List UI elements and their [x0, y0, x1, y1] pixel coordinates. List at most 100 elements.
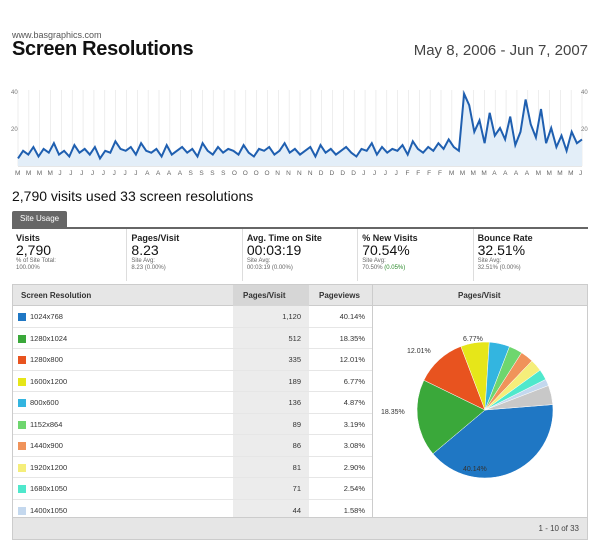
- metric-label: Visits: [16, 233, 40, 243]
- col-header-chart[interactable]: Pages/Visit: [458, 291, 501, 300]
- x-tick-label: J: [394, 170, 398, 177]
- x-tick-label: J: [134, 170, 138, 177]
- table-row[interactable]: 1920x1200 81 2.90%: [13, 456, 372, 478]
- resolution-table: Screen Resolution Pages/Visit Pageviews …: [12, 284, 588, 540]
- pie-slice[interactable]: [484, 385, 554, 411]
- x-tick-label: M: [568, 170, 574, 177]
- x-tick-label: N: [307, 170, 313, 177]
- x-tick-label: M: [557, 170, 563, 177]
- metric-sub1: % of Site Total:: [16, 258, 56, 264]
- legend-swatch: [18, 485, 26, 493]
- resolution-name[interactable]: 1024x768: [30, 312, 63, 321]
- x-tick-label: N: [286, 170, 291, 177]
- pagination[interactable]: 1 - 10 of 33: [538, 524, 579, 533]
- x-tick-label: M: [459, 170, 466, 177]
- metric-value: 2,790: [16, 242, 52, 258]
- legend-swatch: [18, 442, 26, 450]
- metric-sub1: Site Avg:: [246, 258, 271, 264]
- x-tick-label: S: [221, 170, 226, 177]
- table-row[interactable]: 1600x1200 189 6.77%: [13, 370, 372, 392]
- x-tick-label: J: [112, 170, 116, 177]
- pie-label: 12.01%: [407, 348, 431, 355]
- percent-value: 2.90%: [343, 462, 365, 472]
- visits-line-chart: [8, 84, 592, 180]
- resolution-name[interactable]: 1920x1200: [30, 462, 68, 472]
- x-tick-label: A: [145, 170, 150, 177]
- pages-visit-value: 71: [233, 478, 309, 499]
- series-line[interactable]: [17, 89, 583, 161]
- table-row[interactable]: 1152x864 89 3.19%: [13, 413, 372, 435]
- x-tick-label: A: [166, 170, 172, 177]
- legend-swatch: [18, 377, 26, 386]
- resolution-name[interactable]: 800x600: [30, 398, 59, 407]
- col-header-resolution[interactable]: Screen Resolution: [21, 291, 92, 300]
- table-row[interactable]: 1440x900 86 3.08%: [13, 435, 372, 457]
- date-range[interactable]: May 8, 2006 - Jun 7, 2007: [413, 42, 588, 59]
- legend-swatch: [18, 399, 26, 407]
- metric-bounce-rate: Bounce Rate 32.51% Site Avg: 32.51% (0.0…: [474, 229, 588, 281]
- percent-value: 12.01%: [339, 355, 365, 364]
- pie-slice[interactable]: [432, 404, 554, 479]
- metric-label: Bounce Rate: [477, 233, 533, 243]
- pages-visit-value: 512: [233, 327, 309, 348]
- table-row[interactable]: 1280x800 335 12.01%: [13, 349, 372, 371]
- y-tick-label: 20: [581, 127, 588, 133]
- x-tick-label: M: [546, 170, 552, 177]
- table-row[interactable]: 1024x768 1,120 40.14%: [13, 306, 372, 328]
- table-row[interactable]: 1680x1050 71 2.54%: [13, 478, 372, 500]
- legend-swatch: [18, 356, 26, 364]
- x-tick-label: M: [535, 170, 542, 177]
- pie-label: 40.14%: [463, 466, 487, 473]
- y-tick-label: 40: [581, 90, 588, 96]
- col-header-pageviews[interactable]: Pageviews: [319, 291, 360, 300]
- metric-sub2: 8.23 (0.00%): [131, 265, 166, 271]
- metric-sub2: 32.51% (0.00%): [477, 265, 521, 271]
- x-tick-label: M: [36, 170, 43, 177]
- pages-visit-value: 1,120: [233, 306, 309, 327]
- series-area: [18, 93, 582, 166]
- table-row[interactable]: 800x600 136 4.87%: [13, 392, 372, 414]
- metric-value: 32.51%: [477, 242, 526, 258]
- percent-value: 3.08%: [343, 441, 365, 450]
- pie-svg: [416, 341, 554, 479]
- x-tick-label: A: [524, 170, 530, 177]
- tab-site-usage[interactable]: Site Usage: [12, 211, 68, 227]
- pie-chart: 40.14% 18.35% 12.01% 6.77%: [373, 306, 587, 518]
- x-tick-label: J: [372, 170, 377, 177]
- x-tick-label: J: [80, 170, 84, 177]
- x-tick-label: O: [264, 170, 270, 177]
- x-tick-label: J: [90, 170, 95, 177]
- metric-label: % New Visits: [362, 233, 418, 243]
- pages-visit-value: 136: [233, 392, 309, 413]
- x-tick-label: M: [47, 170, 53, 177]
- legend-swatch: [18, 420, 26, 429]
- pie-label: 18.35%: [381, 409, 405, 416]
- x-tick-label: J: [123, 170, 127, 177]
- page-title: Screen Resolutions: [12, 38, 194, 60]
- y-tick-label: 40: [11, 90, 18, 96]
- resolution-name[interactable]: 1400x1050: [30, 505, 68, 515]
- percent-value: 4.87%: [343, 398, 365, 407]
- metric-sub1: Site Avg:: [362, 258, 386, 264]
- col-header-pages-visit[interactable]: Pages/Visit: [243, 291, 286, 300]
- resolution-name[interactable]: 1280x1024: [30, 333, 68, 343]
- x-tick-label: D: [318, 170, 324, 177]
- resolution-name[interactable]: 1600x1200: [30, 376, 68, 386]
- x-tick-label: S: [188, 170, 193, 177]
- percent-value: 6.77%: [343, 376, 365, 386]
- table-row[interactable]: 1280x1024 512 18.35%: [13, 327, 372, 349]
- metric-new-visits: % New Visits 70.54% Site Avg: 70.50% (0.…: [358, 229, 474, 281]
- pie-slice[interactable]: [416, 379, 486, 455]
- pages-visit-value: 81: [233, 456, 309, 477]
- pages-visit-value: 189: [233, 370, 309, 391]
- metric-sub1: Site Avg:: [131, 258, 155, 264]
- x-tick-label: D: [351, 170, 356, 177]
- pages-visit-value: 89: [233, 413, 309, 434]
- resolution-name[interactable]: 1440x900: [30, 441, 63, 450]
- resolution-name[interactable]: 1680x1050: [30, 484, 68, 493]
- visits-summary: 2,790 visits used 33 screen resolutions: [12, 188, 254, 204]
- resolution-name[interactable]: 1280x800: [30, 355, 63, 364]
- resolution-name[interactable]: 1152x864: [30, 419, 63, 429]
- percent-value: 1.58%: [343, 505, 365, 515]
- metric-label: Avg. Time on Site: [246, 233, 322, 243]
